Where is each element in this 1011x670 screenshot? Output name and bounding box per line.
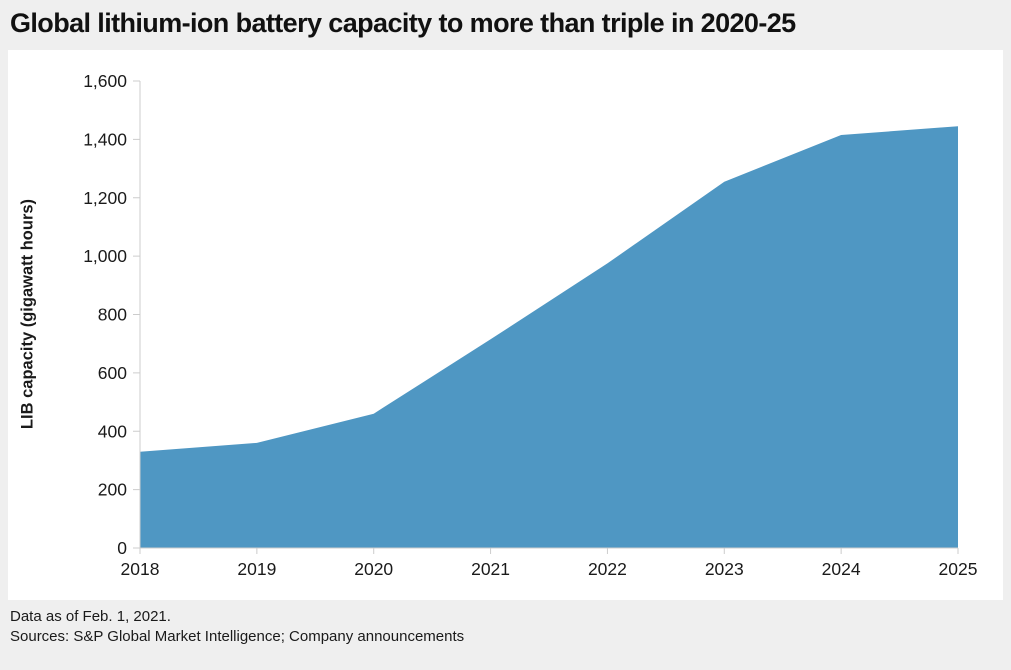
x-tick-label: 2019 bbox=[237, 559, 276, 579]
x-tick-label: 2018 bbox=[121, 559, 160, 579]
x-tick-label: 2025 bbox=[939, 559, 978, 579]
y-tick-label: 600 bbox=[98, 363, 127, 383]
y-tick-label: 200 bbox=[98, 480, 127, 500]
y-tick-label: 1,400 bbox=[83, 129, 127, 149]
footer-sources: Sources: S&P Global Market Intelligence;… bbox=[10, 628, 465, 645]
footer-data-as-of: Data as of Feb. 1, 2021. bbox=[10, 608, 171, 625]
x-tick-label: 2021 bbox=[471, 559, 510, 579]
x-tick-label: 2023 bbox=[705, 559, 744, 579]
chart-panel: 0 200 400 600 800 1,000 1,200 1,400 1,600 2018 201… bbox=[8, 50, 1003, 600]
chart-title: Global lithium-ion battery capacity to m… bbox=[10, 8, 796, 38]
chart-footer: Data as of Feb. 1, 2021. Sources: S&P Gl… bbox=[10, 607, 464, 647]
x-tick-label: 2022 bbox=[588, 559, 627, 579]
capacity-area-chart: 0 200 400 600 800 1,000 1,200 1,400 1,600 2018 201… bbox=[83, 71, 978, 579]
y-tick-label: 400 bbox=[98, 421, 127, 441]
y-axis-title: LIB capacity (gigawatt hours) bbox=[18, 198, 37, 430]
y-tick-label: 800 bbox=[98, 305, 127, 325]
y-tick-label: 1,600 bbox=[83, 71, 127, 91]
area-series bbox=[140, 126, 958, 548]
y-tick-label: 1,200 bbox=[83, 188, 127, 208]
x-tick-label: 2020 bbox=[354, 559, 393, 579]
x-tick-label: 2024 bbox=[822, 559, 861, 579]
y-tick-label: 0 bbox=[117, 538, 127, 558]
y-tick-label: 1,000 bbox=[83, 246, 127, 266]
